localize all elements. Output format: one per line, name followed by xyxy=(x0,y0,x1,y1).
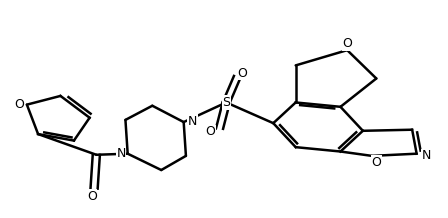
Text: O: O xyxy=(342,37,352,50)
Text: N: N xyxy=(188,115,197,128)
Text: O: O xyxy=(87,190,97,203)
Text: N: N xyxy=(422,149,431,162)
Text: N: N xyxy=(116,147,125,160)
Text: S: S xyxy=(222,96,230,109)
Text: O: O xyxy=(206,125,215,138)
Text: O: O xyxy=(237,66,247,80)
Text: O: O xyxy=(14,98,24,111)
Text: O: O xyxy=(371,156,381,169)
